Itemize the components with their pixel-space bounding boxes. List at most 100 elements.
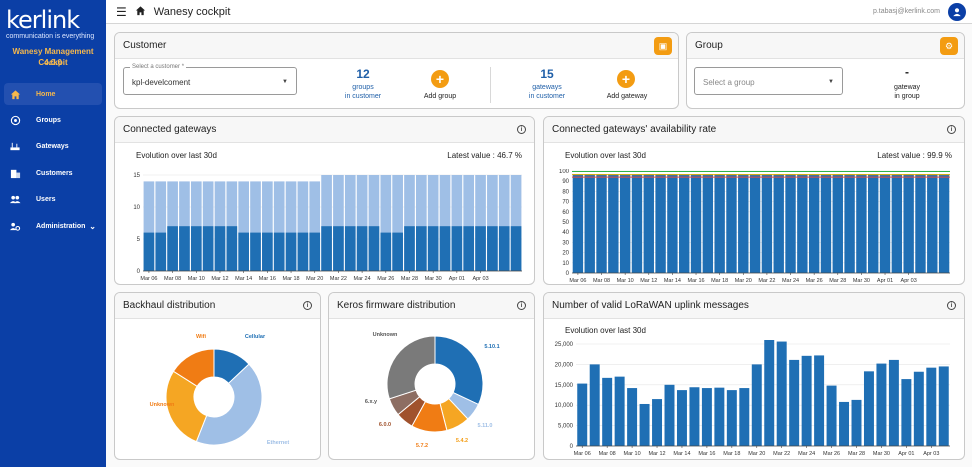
home-icon[interactable] — [135, 5, 146, 19]
x-tick-label: Mar 20 — [748, 451, 765, 457]
uplink-chart: 0 5,000 10,000 15,000 20,000 25,000 Mar 06 Mar … — [555, 340, 950, 457]
group-action-button[interactable]: ⚙ — [940, 37, 958, 55]
bar — [344, 226, 356, 271]
availability-chart: 0 10 20 30 40 50 60 70 80 90 100 Mar 06 Mar 08 Mar 10… — [559, 169, 950, 284]
bar-total — [179, 181, 190, 271]
x-tick-label: Mar 06 — [574, 451, 591, 457]
x-tick-label: Mar 12 — [640, 278, 657, 284]
firmware-title: Keros firmware distribution — [337, 300, 456, 311]
customer-select[interactable]: Select a customer * kpl-develcoment ▼ — [123, 64, 297, 95]
x-tick-label: Mar 16 — [687, 278, 704, 284]
y-tick-label: 0 — [566, 271, 570, 277]
x-tick-label: Mar 08 — [599, 451, 616, 457]
sidebar-item-gateways[interactable]: Gateways — [4, 135, 102, 157]
x-tick-label: Apr 01 — [877, 278, 893, 284]
info-icon[interactable]: i — [517, 301, 526, 310]
bar — [776, 341, 787, 446]
pie-slice — [165, 370, 208, 443]
add-group-button[interactable]: + — [431, 70, 449, 88]
connected-title: Connected gateways — [123, 124, 217, 135]
x-tick-label: Apr 03 — [901, 278, 917, 284]
menu-icon[interactable]: ☰ — [116, 4, 127, 19]
availability-latest: Latest value : 99.9 % — [877, 151, 952, 160]
bar — [463, 226, 475, 271]
bar — [738, 174, 749, 273]
y-tick-label: 30 — [562, 240, 569, 246]
pie-slice — [195, 363, 263, 446]
bar — [614, 376, 625, 446]
bar-total — [297, 181, 309, 271]
bar-total — [214, 181, 226, 271]
bar — [627, 388, 638, 446]
pie-label: Unknown — [150, 402, 175, 408]
x-tick-label: Mar 18 — [711, 278, 728, 284]
bar — [749, 174, 761, 273]
topbar: ☰ Wanesy cockpit p.tabasj@kerlink.com — [106, 0, 972, 24]
bar — [238, 232, 250, 271]
bar — [863, 371, 874, 446]
sidebar-item-groups[interactable]: Groups — [4, 109, 102, 131]
pie-label: 5.11.0 — [478, 423, 493, 429]
sidebar-item-users[interactable]: Users — [4, 188, 102, 210]
uplink-header: Number of valid LoRaWAN uplink messages … — [544, 293, 964, 319]
bar-total — [250, 181, 261, 271]
sidebar: kerlink communication is everything Wane… — [0, 0, 106, 467]
customer-action-button[interactable]: ▣ — [654, 37, 672, 55]
info-icon[interactable]: i — [947, 125, 956, 134]
bar — [938, 174, 950, 273]
bar — [797, 174, 808, 273]
pie-slice — [172, 348, 215, 387]
bar — [451, 226, 463, 271]
bar-total — [155, 181, 167, 271]
info-icon[interactable]: i — [947, 301, 956, 310]
bar-total — [392, 175, 403, 271]
x-tick-label: Mar 22 — [330, 276, 347, 282]
gateway-icon — [8, 139, 22, 153]
connected-subtitle: Evolution over last 30d — [136, 151, 217, 160]
gateways-count: 15 — [540, 67, 554, 81]
bar — [643, 174, 654, 273]
x-tick-label: Mar 26 — [377, 276, 394, 282]
group-select[interactable]: Select a group ▼ — [694, 67, 843, 95]
bar — [664, 384, 675, 446]
x-tick-label: Mar 10 — [624, 451, 641, 457]
bar — [285, 232, 297, 271]
avatar[interactable] — [948, 2, 966, 21]
x-tick-label: Mar 16 — [259, 276, 276, 282]
x-tick-label: Mar 06 — [569, 278, 586, 284]
group-sub2: in group — [894, 93, 920, 100]
info-icon[interactable]: i — [517, 125, 526, 134]
firmware-chart: 5.10.1 5.11.0 5.4.2 5.7.2 6.0.0 6.x.y Unknown — [365, 332, 500, 449]
sidebar-item-administration[interactable]: Administration ⌄ — [4, 215, 102, 237]
bar-total — [143, 181, 155, 271]
bar — [856, 174, 867, 273]
sidebar-item-label: Gateways — [36, 142, 69, 150]
bar-total — [463, 175, 475, 271]
x-tick-label: Mar 10 — [617, 278, 634, 284]
bar — [214, 226, 226, 271]
info-icon[interactable]: i — [303, 301, 312, 310]
bar — [297, 232, 309, 271]
bar — [839, 401, 850, 446]
bar-total — [475, 175, 486, 271]
group-header: Group — [687, 33, 964, 59]
bar — [584, 174, 595, 273]
bar — [510, 226, 522, 271]
availability-title: Connected gateways' availability rate — [552, 124, 717, 135]
x-tick-label: Mar 14 — [235, 276, 252, 282]
bar — [487, 226, 498, 271]
x-tick-label: Mar 24 — [782, 278, 799, 284]
bar — [690, 174, 702, 273]
bar — [761, 174, 773, 273]
sidebar-item-customers[interactable]: Customers — [4, 162, 102, 184]
x-tick-label: Mar 28 — [829, 278, 846, 284]
bar — [250, 232, 261, 271]
x-tick-label: Mar 22 — [773, 451, 790, 457]
bar-total — [368, 175, 380, 271]
add-gateway-button[interactable]: + — [617, 70, 635, 88]
bar — [262, 232, 273, 271]
x-tick-label: Mar 18 — [282, 276, 299, 282]
bar — [773, 174, 784, 273]
sidebar-item-home[interactable]: Home — [4, 83, 102, 105]
customer-card: Customer ▣ Select a customer * kpl-devel… — [114, 32, 679, 109]
